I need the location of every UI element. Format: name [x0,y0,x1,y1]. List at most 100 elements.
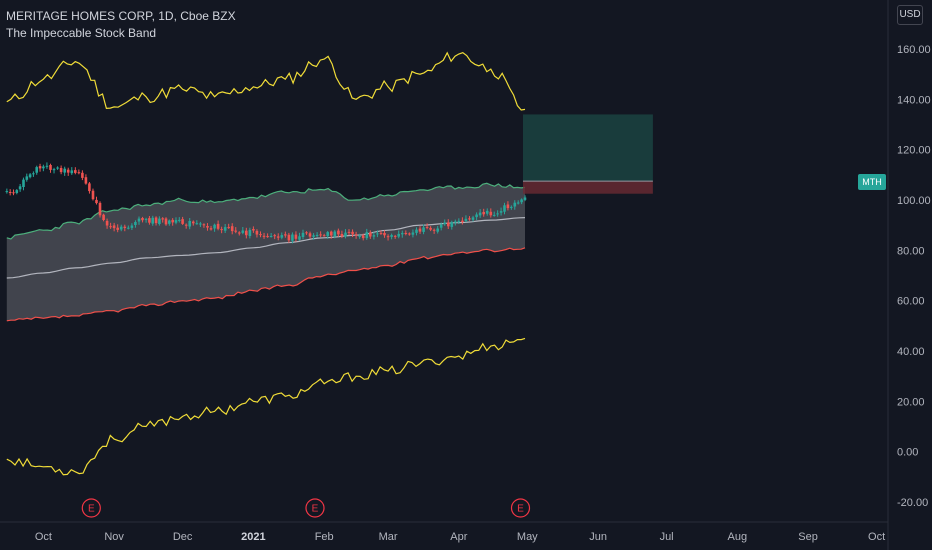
time-tick-label: Jun [589,531,607,543]
candle-body [475,214,478,218]
candle-body [273,235,276,237]
earnings-marker-label: E [517,504,524,515]
candle-body [171,219,174,223]
candle-body [77,172,81,174]
candle-body [112,225,116,229]
candle-body [259,234,262,236]
lines-group [6,51,526,476]
candle-body [450,222,454,227]
price-tick-label: 20.00 [897,396,925,408]
candle-body [52,169,56,171]
candle-body [168,220,171,224]
currency-button[interactable]: USD [897,5,923,25]
candle-body [432,229,436,231]
candle-body [425,226,429,228]
price-tick-label: 60.00 [897,296,925,308]
price-axis[interactable]: 160.00 140.00 120.00 100.00 80.00 60.00 40.00 2… [897,44,931,509]
candle-body [35,167,38,173]
candle-body [408,233,411,235]
candle-body [298,236,301,240]
candle-body [15,190,19,193]
time-tick-label: Apr [450,531,467,543]
candle-body [276,236,280,238]
band-upper-line [6,182,526,240]
candle-body [241,230,245,233]
candle-body [116,227,119,230]
candle-body [66,169,70,173]
candle-body [464,218,468,222]
candle-body [130,225,134,228]
candle-body [209,228,213,230]
time-tick-label: May [517,531,538,543]
candle-body [312,235,315,237]
time-axis[interactable]: Oct Nov Dec 2021 Feb Mar Apr May Jun Jul Aug Sep Oct [35,531,885,543]
candle-body [109,226,112,228]
candle-body [174,220,178,223]
position-tool[interactable] [523,114,653,194]
candle-body [510,206,513,208]
candle-body [482,212,485,215]
candle-body [461,220,464,222]
earnings-marker-label: E [88,504,95,515]
time-tick-label: Sep [798,531,818,543]
time-tick-label: Aug [728,531,748,543]
candle-body [18,186,22,190]
candle-body [102,214,105,220]
candle-body [234,230,237,232]
candle-body [429,227,432,230]
symbol-price-label: MTH [858,174,886,190]
time-tick-label: 2021 [241,531,265,543]
candle-body [496,213,499,215]
candle-body [195,223,199,225]
band-lower-line [6,247,526,322]
earnings-marker: E [81,498,101,518]
lower-outer-line [6,337,526,476]
candle-body [393,235,397,237]
candle-body [255,230,259,235]
candle-body [192,221,195,224]
candle-body [262,235,266,237]
candle-body [105,220,109,226]
candle-body [436,228,439,232]
candle-body [365,232,369,239]
candle-body [49,165,52,170]
candle-body [144,218,148,220]
time-tick-label: Nov [104,531,124,543]
candle-body [439,224,443,228]
candle-body [148,218,151,223]
candle-body [390,235,393,237]
candle-body [252,229,255,231]
candle-body [492,214,496,216]
candle-body [119,226,123,230]
candle-body [38,166,42,169]
time-tick-label: Feb [315,531,334,543]
earnings-marker-circle [305,498,325,518]
candle-body [213,224,216,229]
candle-body [56,167,59,169]
earnings-marker-circle [510,498,531,518]
price-tick-label: -20.00 [897,497,928,509]
time-tick-label: Oct [35,531,52,543]
candle-body [227,227,230,229]
candle-body [457,220,461,222]
candle-body [238,232,241,234]
candle-body [454,221,457,223]
candle-body [188,221,191,227]
price-tick-label: 140.00 [897,94,931,106]
candle-body [351,231,354,235]
candle-body [340,234,344,237]
earnings-marker: E [305,498,325,518]
candle-body [361,235,365,239]
candle-body [354,234,358,236]
candle-body [161,218,164,220]
candle-body [523,197,527,200]
band-group [6,183,526,321]
candle-body [127,227,130,229]
candle-body [223,227,227,231]
price-tick-label: 120.00 [897,145,931,157]
candle-body [308,233,312,237]
candle-body [369,232,372,237]
candle-body [443,222,446,225]
